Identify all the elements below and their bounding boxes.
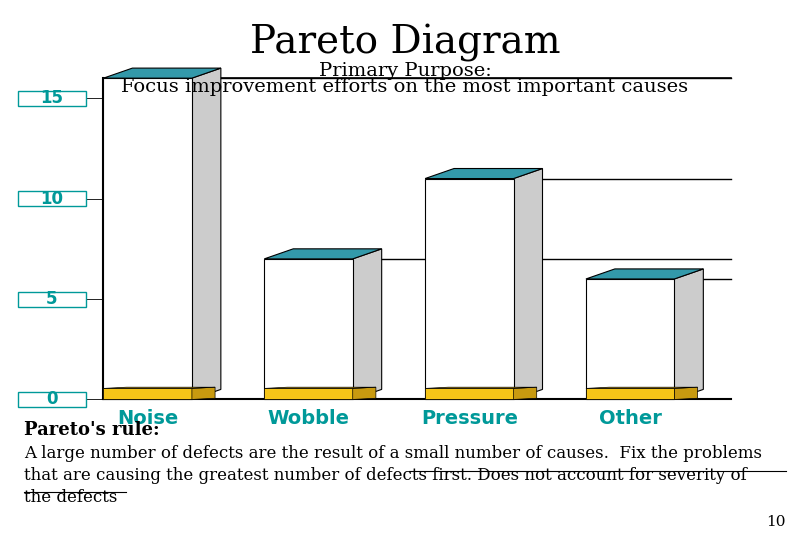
Polygon shape — [586, 387, 697, 388]
Text: Wobble: Wobble — [267, 409, 349, 428]
Polygon shape — [586, 388, 675, 400]
Polygon shape — [514, 168, 543, 400]
Text: 10: 10 — [766, 515, 786, 529]
Bar — [104, 78, 192, 400]
Text: 10: 10 — [40, 190, 63, 208]
Text: 5: 5 — [46, 290, 58, 308]
Polygon shape — [425, 388, 514, 400]
Text: A large number of defects are the result of a small number of causes.  Fix the p: A large number of defects are the result… — [24, 446, 762, 462]
Polygon shape — [425, 168, 543, 179]
Text: Focus improvement efforts on the most important causes: Focus improvement efforts on the most im… — [122, 78, 688, 96]
FancyBboxPatch shape — [18, 392, 86, 407]
Polygon shape — [264, 249, 382, 259]
Polygon shape — [104, 387, 215, 388]
Polygon shape — [192, 387, 215, 400]
Polygon shape — [352, 387, 376, 400]
Text: 0: 0 — [46, 390, 58, 408]
Polygon shape — [425, 387, 537, 388]
Polygon shape — [675, 387, 697, 400]
Polygon shape — [104, 388, 192, 400]
Bar — [586, 279, 675, 400]
Polygon shape — [352, 249, 382, 400]
Text: Primary Purpose:: Primary Purpose: — [318, 62, 492, 80]
Polygon shape — [514, 387, 537, 400]
Polygon shape — [192, 68, 221, 400]
Text: the defects: the defects — [24, 489, 117, 505]
Bar — [425, 179, 514, 400]
Polygon shape — [586, 269, 703, 279]
Text: that are causing the greatest number of defects first. Does not account for seve: that are causing the greatest number of … — [24, 467, 747, 484]
Polygon shape — [264, 387, 376, 388]
FancyBboxPatch shape — [18, 292, 86, 307]
Text: 15: 15 — [40, 89, 63, 107]
Text: Pareto's rule:: Pareto's rule: — [24, 421, 160, 439]
Text: Noise: Noise — [117, 409, 178, 428]
FancyBboxPatch shape — [18, 91, 86, 106]
Bar — [264, 259, 352, 400]
FancyBboxPatch shape — [18, 191, 86, 206]
Polygon shape — [675, 269, 703, 400]
Text: Other: Other — [599, 409, 662, 428]
Polygon shape — [264, 388, 352, 400]
Text: Pareto Diagram: Pareto Diagram — [249, 24, 561, 62]
Polygon shape — [104, 68, 221, 78]
Text: Pressure: Pressure — [421, 409, 518, 428]
